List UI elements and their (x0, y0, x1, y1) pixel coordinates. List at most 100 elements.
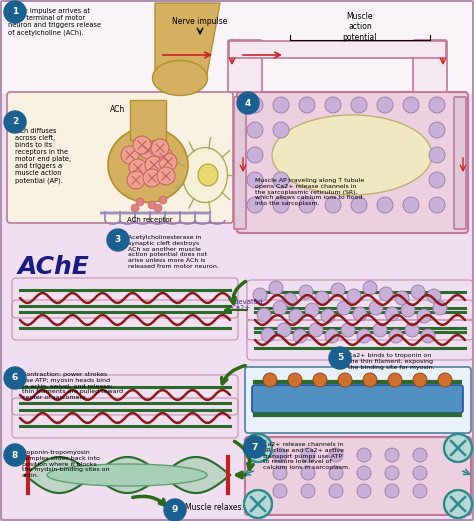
Text: ACh diffuses
across cleft,
binds to its
receptors in the
motor end plate,
and tr: ACh diffuses across cleft, binds to its … (15, 128, 71, 183)
Circle shape (429, 147, 445, 163)
Circle shape (139, 141, 157, 159)
Circle shape (273, 301, 287, 315)
Ellipse shape (153, 60, 208, 95)
FancyBboxPatch shape (245, 437, 471, 515)
Circle shape (273, 97, 289, 113)
Text: Acetylcholinesterase in
synaptic cleft destroys
ACh so another muscle
action pot: Acetylcholinesterase in synaptic cleft d… (128, 235, 219, 269)
Polygon shape (130, 100, 166, 140)
Text: Muscle AP traveling along T tubule
opens Ca2+ release channels in
the sarcoplasm: Muscle AP traveling along T tubule opens… (255, 178, 364, 206)
Circle shape (273, 197, 289, 213)
Circle shape (403, 197, 419, 213)
Circle shape (154, 204, 162, 212)
Circle shape (329, 448, 343, 462)
Circle shape (373, 323, 387, 337)
Circle shape (389, 329, 403, 343)
Circle shape (127, 171, 145, 189)
Circle shape (438, 373, 452, 387)
Circle shape (385, 466, 399, 480)
Circle shape (155, 148, 173, 166)
Circle shape (273, 448, 287, 462)
Circle shape (357, 448, 371, 462)
Circle shape (427, 289, 441, 303)
Circle shape (395, 291, 409, 305)
Text: Muscle relaxes.: Muscle relaxes. (185, 502, 244, 512)
Circle shape (429, 172, 445, 188)
Circle shape (131, 204, 139, 212)
Circle shape (325, 197, 341, 213)
Circle shape (121, 146, 139, 164)
Circle shape (136, 198, 144, 206)
Circle shape (351, 197, 367, 213)
Circle shape (299, 97, 315, 113)
Circle shape (299, 197, 315, 213)
Circle shape (133, 136, 151, 154)
Circle shape (388, 373, 402, 387)
Text: Elevated
Ca2+: Elevated Ca2+ (232, 299, 263, 312)
Polygon shape (155, 3, 220, 85)
FancyBboxPatch shape (228, 40, 262, 92)
Text: Muscle
action
potential: Muscle action potential (343, 12, 377, 42)
Circle shape (273, 466, 287, 480)
Circle shape (329, 347, 351, 369)
FancyBboxPatch shape (245, 367, 471, 433)
Circle shape (129, 159, 147, 177)
Circle shape (277, 323, 291, 337)
Circle shape (357, 466, 371, 480)
Circle shape (377, 197, 393, 213)
Circle shape (321, 309, 335, 323)
FancyBboxPatch shape (252, 385, 463, 413)
Text: 5: 5 (337, 354, 343, 363)
Text: ACh receptor: ACh receptor (127, 217, 173, 223)
Circle shape (247, 147, 263, 163)
Circle shape (244, 434, 272, 462)
Circle shape (253, 288, 267, 302)
Circle shape (363, 373, 377, 387)
Circle shape (257, 308, 271, 322)
Circle shape (313, 373, 327, 387)
Circle shape (341, 323, 355, 337)
Circle shape (305, 303, 319, 317)
Circle shape (411, 285, 425, 299)
Circle shape (357, 329, 371, 343)
Circle shape (413, 373, 427, 387)
Circle shape (444, 434, 472, 462)
Circle shape (145, 156, 163, 174)
Circle shape (261, 328, 275, 342)
Ellipse shape (182, 147, 228, 203)
Text: Ca2+ release channels in
SR close and Ca2+ active
transport pumps use ATP
to res: Ca2+ release channels in SR close and Ca… (263, 442, 350, 470)
Circle shape (353, 307, 367, 321)
Circle shape (433, 301, 447, 315)
Circle shape (159, 196, 167, 204)
Circle shape (283, 293, 297, 307)
Circle shape (377, 97, 393, 113)
Circle shape (301, 448, 315, 462)
Circle shape (4, 111, 26, 133)
Circle shape (4, 367, 26, 389)
Circle shape (379, 287, 393, 301)
Circle shape (164, 499, 186, 521)
Circle shape (347, 289, 361, 303)
Circle shape (413, 466, 427, 480)
Circle shape (293, 329, 307, 343)
Circle shape (351, 97, 367, 113)
Circle shape (4, 444, 26, 466)
Circle shape (401, 303, 415, 317)
Circle shape (338, 373, 352, 387)
Circle shape (244, 436, 266, 458)
Circle shape (244, 490, 272, 518)
Circle shape (247, 172, 263, 188)
Ellipse shape (47, 464, 207, 486)
FancyBboxPatch shape (413, 40, 447, 92)
Text: 6: 6 (12, 374, 18, 382)
Circle shape (315, 291, 329, 305)
Circle shape (273, 122, 289, 138)
Text: 8: 8 (12, 451, 18, 460)
Text: 7: 7 (252, 442, 258, 452)
FancyBboxPatch shape (454, 97, 466, 229)
Text: 4: 4 (245, 98, 251, 107)
Circle shape (444, 490, 472, 518)
Circle shape (325, 329, 339, 343)
Circle shape (263, 373, 277, 387)
Circle shape (331, 283, 345, 297)
Circle shape (417, 309, 431, 323)
